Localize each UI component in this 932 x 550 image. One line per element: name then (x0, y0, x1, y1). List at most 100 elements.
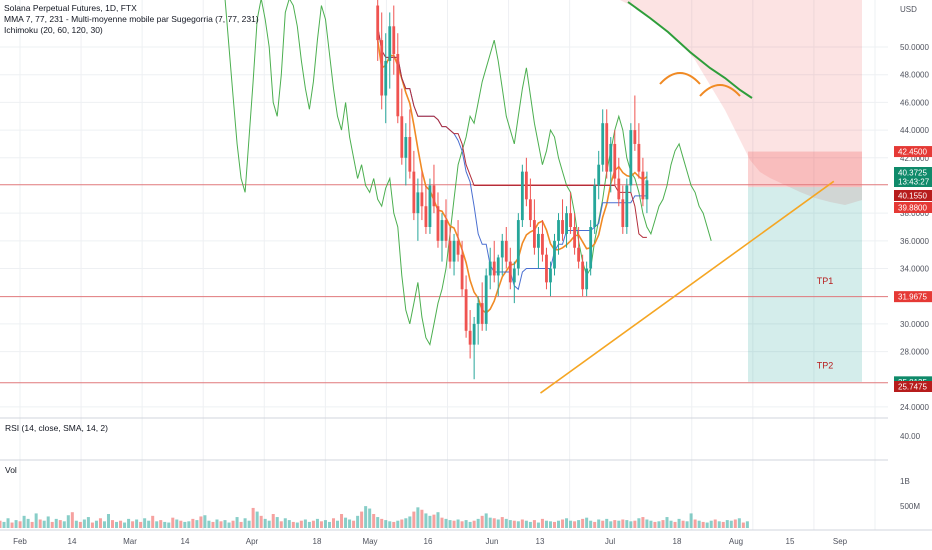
volume-bar (348, 519, 352, 528)
volume-bar (336, 520, 340, 528)
candle-body (388, 26, 392, 61)
volume-bar (613, 520, 617, 528)
price-label: 25.7475 (898, 383, 927, 392)
volume-bar (167, 522, 171, 528)
volume-bar (211, 521, 215, 528)
volume-bar (657, 521, 661, 528)
volume-bar (376, 517, 380, 528)
volume-bar (721, 521, 725, 528)
volume-bar (412, 511, 416, 528)
price-label: 42.4500 (898, 148, 927, 157)
candle-body (641, 171, 645, 200)
volume-bar (641, 517, 645, 528)
volume-bar (440, 517, 444, 528)
volume-bar (111, 520, 115, 528)
volume-bar (448, 520, 452, 528)
volume-bar (259, 515, 263, 528)
time-tick: 16 (424, 537, 433, 546)
volume-bar (697, 520, 701, 528)
time-tick: Jun (486, 537, 499, 546)
volume-bar (82, 519, 86, 528)
ma-77-line (627, 1, 753, 99)
volume-bar (472, 520, 476, 528)
volume-bar (709, 520, 713, 528)
candle-body (448, 240, 452, 262)
price-label-bg (894, 146, 932, 158)
candle-body (601, 123, 605, 165)
price-tick: 44.0000 (900, 126, 929, 135)
candle-body (553, 240, 556, 269)
volume-bar (392, 521, 396, 528)
volume-bar (179, 520, 183, 528)
volume-bar (428, 515, 432, 528)
volume-bar (520, 519, 524, 528)
volume-bar (733, 519, 737, 528)
time-tick: Jul (605, 537, 615, 546)
volume-bar (291, 521, 295, 528)
volume-bar (460, 521, 464, 528)
candle-body (593, 185, 597, 227)
candle-body (476, 303, 480, 324)
volume-bar (372, 514, 376, 528)
volume-bar (737, 518, 741, 528)
volume-bar (468, 521, 472, 528)
annotations: TP1 TP2 (540, 72, 835, 394)
volume-bar (621, 519, 625, 528)
volume-bar (331, 518, 336, 528)
time-tick: Aug (729, 537, 743, 546)
price-label-bg (894, 190, 932, 201)
ma-7-line (376, 39, 648, 315)
volume-bar (191, 518, 195, 528)
volume-bar (147, 520, 151, 528)
candle-body (561, 220, 564, 234)
price-label-bg (894, 381, 932, 392)
price-tick: 38.0000 (900, 209, 929, 218)
volume-bar (279, 521, 283, 528)
volume-bar (565, 518, 569, 528)
candle-body (456, 240, 460, 255)
candle-body (488, 261, 492, 276)
volume-bar (388, 521, 392, 528)
volume-bar (729, 520, 733, 528)
candle-body (512, 268, 516, 283)
volume-bar (589, 520, 593, 528)
volume-bar (569, 520, 573, 528)
volume-bar (227, 522, 231, 528)
volume-bar (58, 520, 62, 528)
volume-bar (327, 521, 331, 528)
volume-bar (436, 512, 440, 528)
volume-bar (633, 520, 637, 528)
symbol-title[interactable]: Solana Perpetual Futures, 1D, FTX (4, 3, 137, 13)
candle-body (581, 261, 585, 290)
grid-lines (0, 0, 932, 531)
candle-body (557, 220, 560, 241)
volume-bar (745, 521, 749, 528)
volume-bar (673, 521, 677, 528)
candle-body (605, 123, 609, 172)
candle-body (424, 206, 428, 227)
volume-bar (416, 507, 420, 528)
axes: USD 50.0000 48.0000 46.0000 44.0000 42.0000 38… (13, 5, 932, 546)
indicator-label-ichimoku[interactable]: Ichimoku (20, 60, 120, 30) (4, 25, 103, 35)
volume-bar (98, 518, 102, 528)
volume-bar (239, 521, 243, 528)
candle-body (480, 303, 484, 324)
indicator-label-mma[interactable]: MMA 7, 77, 231 - Multi-moyenne mobile pa… (4, 14, 259, 24)
volume-bar (396, 520, 400, 528)
volume-bar (701, 521, 705, 528)
volume-bar (605, 518, 609, 528)
volume-bar (400, 519, 404, 528)
volume-bar (424, 513, 428, 528)
volume-label[interactable]: Vol (5, 465, 17, 475)
price-tick: 36.0000 (900, 237, 929, 246)
candle-body (645, 180, 649, 200)
volume-bar (70, 512, 74, 528)
rsi-label[interactable]: RSI (14, close, SMA, 14, 2) (5, 423, 108, 433)
volume-bar (187, 521, 191, 528)
volume-bar (725, 520, 729, 528)
volume-bar (163, 521, 167, 528)
candle-body (585, 268, 589, 290)
volume-bar (681, 520, 685, 528)
volume-bar (548, 521, 552, 528)
